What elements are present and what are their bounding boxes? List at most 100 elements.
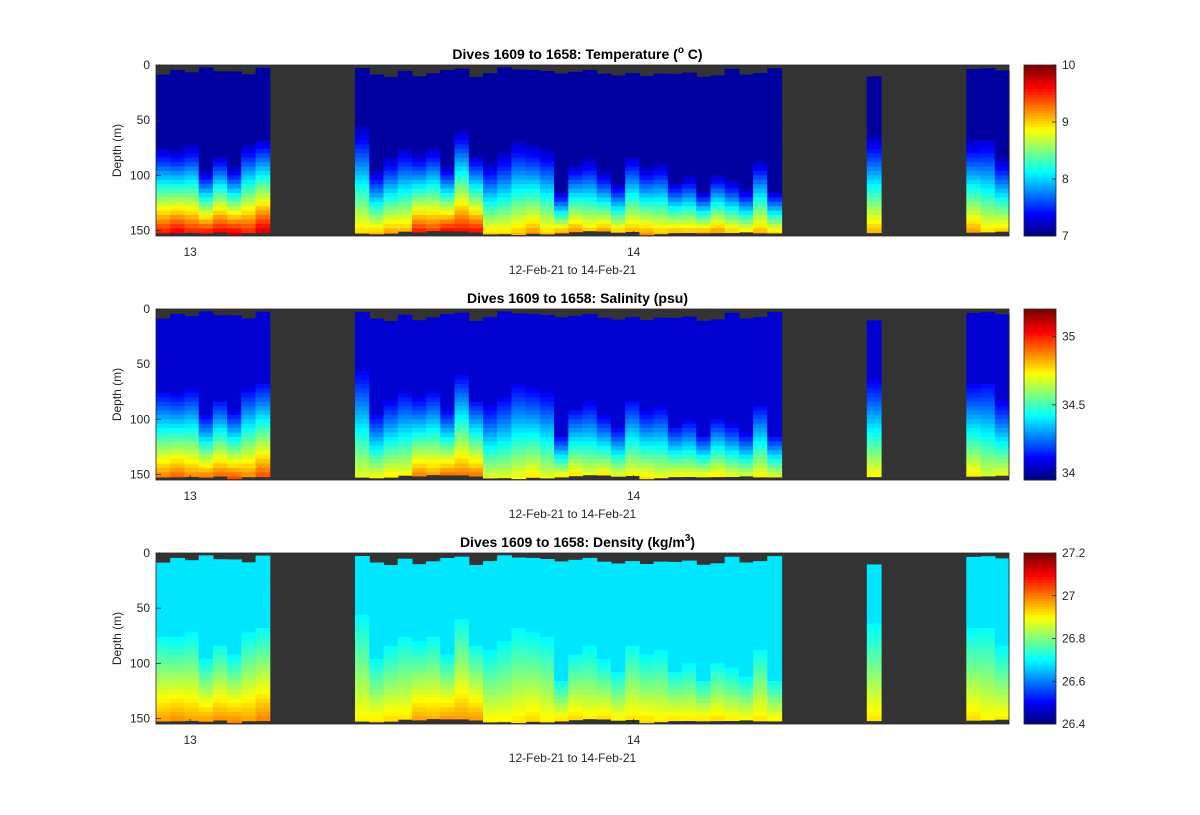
- heatmap-cell: [653, 335, 669, 341]
- heatmap-cell: [483, 716, 498, 722]
- heatmap-cell: [454, 317, 470, 323]
- heatmap-cell: [866, 606, 882, 611]
- heatmap-cell: [525, 698, 541, 704]
- heatmap-cell: [483, 601, 498, 607]
- heatmap-cell: [383, 388, 399, 394]
- heatmap-cell: [625, 437, 640, 442]
- colorbar-swatch: [1024, 362, 1056, 366]
- heatmap-cell: [738, 131, 754, 137]
- heatmap-cell: [355, 628, 370, 633]
- heatmap-cell: [198, 344, 214, 350]
- heatmap-cell: [355, 87, 370, 92]
- heatmap-cell: [525, 583, 541, 589]
- heatmap-cell: [397, 162, 413, 167]
- heatmap-cell: [682, 681, 697, 686]
- heatmap-cell: [710, 82, 726, 88]
- heatmap-cell: [966, 326, 982, 332]
- heatmap-cell: [454, 228, 470, 232]
- colorbar-swatch: [1024, 579, 1056, 583]
- colorbar-swatch: [1024, 590, 1056, 594]
- heatmap-cell: [426, 432, 441, 438]
- heatmap-cell: [369, 375, 385, 381]
- heatmap-cell: [596, 73, 612, 79]
- heatmap-cell: [397, 335, 413, 341]
- heatmap-cell: [411, 148, 427, 154]
- heatmap-cell: [966, 201, 982, 207]
- heatmap-cell: [468, 636, 484, 642]
- heatmap-cell: [511, 140, 527, 145]
- heatmap-cell: [582, 215, 598, 220]
- axes-frame: [155, 308, 1010, 481]
- heatmap-cell: [411, 135, 427, 141]
- heatmap-cell: [596, 716, 612, 720]
- heatmap-cell: [539, 317, 555, 323]
- heatmap-cell: [639, 472, 655, 478]
- heatmap-cell: [582, 467, 598, 473]
- heatmap-cell: [738, 428, 754, 433]
- heatmap-cell: [582, 313, 598, 319]
- heatmap-cell: [483, 689, 498, 695]
- heatmap-cell: [653, 423, 669, 429]
- heatmap-cell: [369, 623, 385, 629]
- heatmap-cell: [411, 91, 427, 97]
- heatmap-cell: [710, 716, 726, 722]
- heatmap-cell: [184, 614, 200, 620]
- heatmap-cell: [724, 170, 740, 176]
- colorbar-swatch: [1024, 445, 1056, 449]
- heatmap-cell: [369, 122, 385, 128]
- heatmap-cell: [625, 459, 640, 464]
- heatmap-cell: [582, 419, 598, 425]
- heatmap-cell: [397, 703, 413, 708]
- heatmap-cell: [483, 641, 498, 647]
- heatmap-cell: [724, 144, 740, 150]
- heatmap-cell: [198, 623, 214, 629]
- heatmap-cell: [497, 472, 512, 478]
- heatmap-cell: [682, 392, 697, 398]
- heatmap-cell: [383, 685, 399, 691]
- heatmap-cell: [753, 175, 768, 181]
- colorbar-swatch: [1024, 322, 1056, 326]
- heatmap-cell: [767, 716, 783, 722]
- heatmap-cell: [411, 564, 427, 567]
- heatmap-cell: [625, 628, 640, 633]
- heatmap-cell: [966, 450, 982, 456]
- heatmap-cell: [610, 406, 626, 411]
- heatmap-cell: [227, 188, 242, 194]
- heatmap-cell: [454, 362, 470, 367]
- heatmap-cell: [497, 681, 512, 686]
- heatmap-cell: [994, 667, 1010, 673]
- heatmap-cell: [355, 122, 370, 128]
- heatmap-cell: [710, 614, 726, 620]
- heatmap-cell: [980, 592, 996, 598]
- heatmap-cell: [525, 210, 541, 216]
- heatmap-cell: [454, 597, 470, 602]
- heatmap-cell: [468, 565, 484, 567]
- heatmap-cell: [568, 658, 584, 664]
- heatmap-cell: [653, 606, 669, 611]
- heatmap-cell: [440, 432, 456, 438]
- heatmap-cell: [625, 707, 640, 713]
- heatmap-cell: [710, 463, 726, 469]
- heatmap-cell: [511, 636, 527, 642]
- heatmap-cell: [440, 366, 456, 372]
- heatmap-cell: [753, 131, 768, 137]
- heatmap-cell: [653, 157, 669, 163]
- heatmap-cell: [525, 711, 541, 717]
- heatmap-cell: [738, 698, 754, 704]
- heatmap-cell: [994, 694, 1010, 700]
- heatmap-cell: [255, 78, 271, 84]
- heatmap-cell: [966, 384, 982, 389]
- heatmap-cell: [411, 95, 427, 101]
- heatmap-cell: [994, 95, 1010, 101]
- heatmap-cell: [411, 366, 427, 372]
- heatmap-cell: [511, 69, 527, 75]
- heatmap-cell: [497, 375, 512, 381]
- heatmap-cell: [667, 401, 683, 407]
- heatmap-cell: [753, 166, 768, 172]
- heatmap-cell: [568, 628, 584, 633]
- colorbar-swatch: [1024, 311, 1056, 315]
- heatmap-cell: [440, 91, 456, 97]
- heatmap-cell: [682, 628, 697, 633]
- heatmap-cell: [156, 157, 171, 163]
- heatmap-cell: [767, 606, 783, 611]
